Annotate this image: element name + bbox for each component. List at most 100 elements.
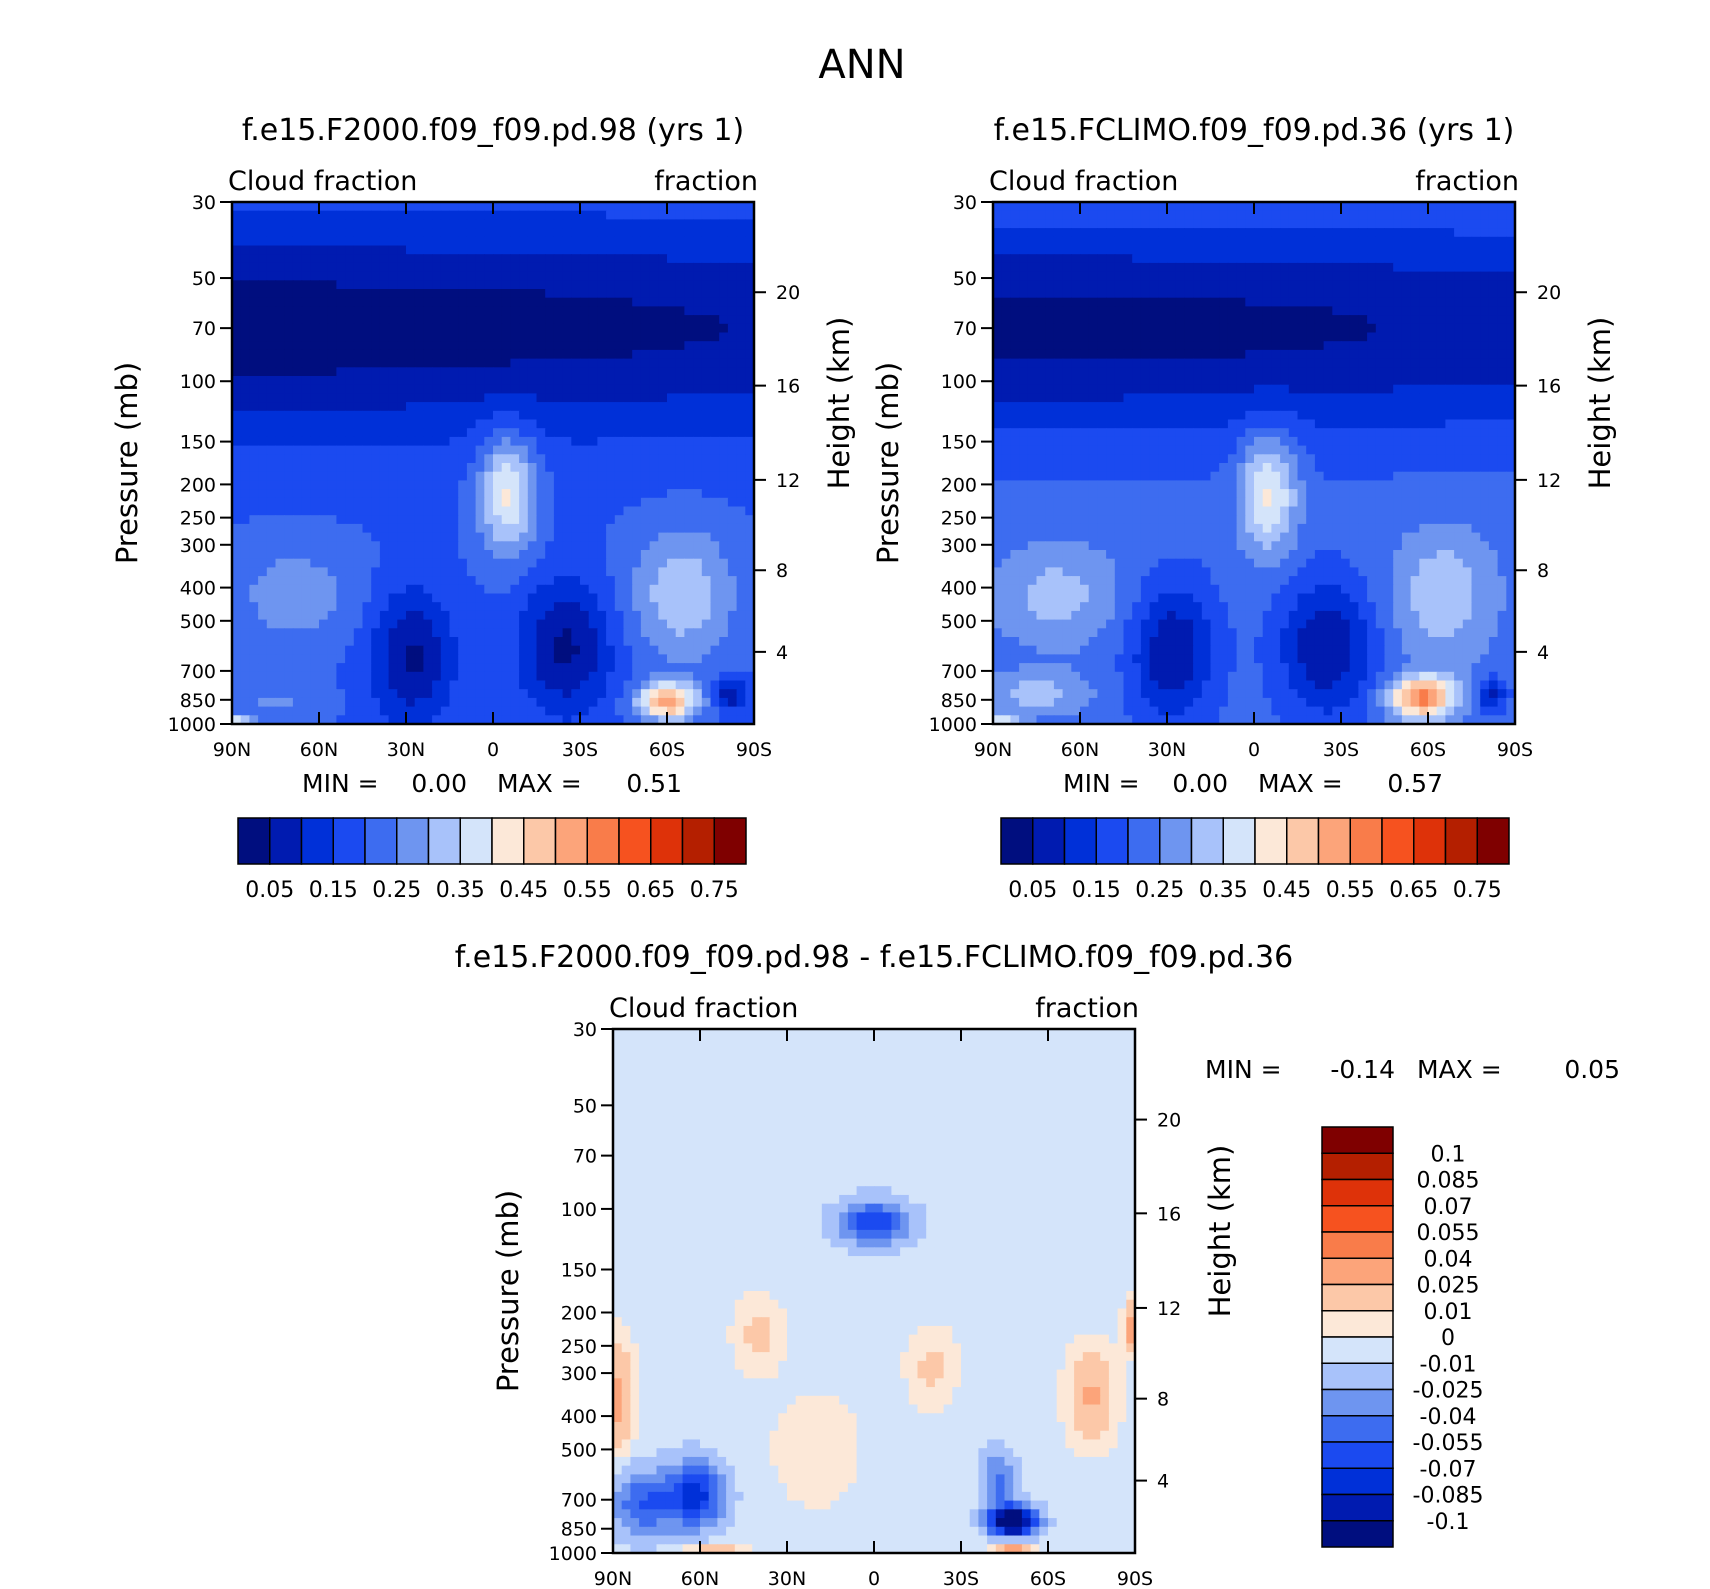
contour-cell [623,654,633,664]
contour-cell [1010,306,1020,316]
contour-cell [484,332,494,342]
contour-cell [1454,236,1464,247]
contour-cell [1010,384,1020,394]
contour-cell [475,593,485,603]
contour-cell [362,497,372,508]
contour-cell [719,219,729,229]
contour-cell [1497,228,1507,238]
contour-cell [379,393,390,403]
contour-cell [1027,315,1038,325]
contour-cell [249,289,259,299]
contour-cell [432,628,442,638]
contour-cell [1210,349,1220,360]
contour-cell [1375,341,1386,351]
contour-cell [397,697,407,708]
contour-cell [240,349,250,360]
contour-cell [258,393,268,403]
contour-cell [1140,280,1151,290]
contour-cell [745,567,755,577]
contour-cell [432,689,442,699]
contour-cell [336,428,346,438]
contour-cell [597,697,607,708]
contour-cell [345,550,355,560]
contour-cell [258,576,268,586]
contour-cell [284,550,294,560]
contour-cell [510,280,520,290]
contour-cell [266,262,277,273]
contour-cell [336,515,346,525]
contour-cell [588,419,598,429]
contour-cell [588,645,598,655]
contour-cell [414,436,424,447]
contour-cell [1106,297,1116,307]
contour-cell [266,671,277,682]
contour-cell [458,323,468,334]
contour-cell [588,323,598,334]
contour-cell [353,532,364,542]
contour-cell [458,645,468,655]
contour-cell [667,489,677,499]
contour-cell [379,550,390,560]
contour-cell [736,245,746,255]
contour-cell [545,637,555,647]
contour-cell [1349,376,1359,386]
contour-cell [1358,280,1368,290]
contour-cell [501,419,511,429]
contour-cell [614,280,625,290]
contour-cell [414,515,424,525]
contour-cell [240,602,250,612]
contour-cell [1175,289,1185,299]
contour-cell [406,393,416,403]
contour-cell [510,376,520,386]
contour-cell [449,645,459,655]
contour-cell [284,628,294,638]
contour-cell [1080,254,1090,264]
contour-cell [1419,228,1429,238]
contour-cell [458,602,468,612]
contour-cell [1419,210,1429,220]
contour-cell [545,289,555,299]
contour-cell [736,689,746,699]
contour-cell [736,706,746,716]
contour-cell [640,219,651,229]
contour-cell [449,558,459,568]
contour-cell [466,332,477,342]
contour-cell [1219,280,1229,290]
contour-cell [571,236,581,247]
contour-cell [275,254,285,264]
contour-cell [397,254,407,264]
contour-cell [1471,254,1481,264]
contour-cell [249,245,259,255]
contour-cell [232,332,242,342]
contour-cell [710,550,720,560]
contour-cell [371,593,381,603]
contour-cell [562,306,572,316]
contour-cell [371,558,381,568]
contour-cell [1297,219,1307,229]
contour-cell [484,663,494,673]
contour-cell [623,489,633,499]
contour-cell [684,280,694,290]
contour-cell [632,497,642,508]
contour-cell [1036,384,1046,394]
contour-cell [249,445,259,455]
contour-cell [527,228,538,238]
contour-cell [727,489,738,499]
contour-cell [336,663,346,673]
contour-cell [292,445,303,455]
contour-cell [397,358,407,368]
contour-cell [1332,332,1342,342]
contour-cell [301,349,311,360]
contour-cell [519,384,529,394]
contour-cell [493,497,503,508]
contour-cell [527,210,538,220]
contour-cell [423,271,433,281]
contour-cell [527,419,538,429]
contour-cell [745,689,755,699]
contour-cell [536,280,546,290]
contour-cell [449,497,459,508]
contour-cell [1036,280,1046,290]
contour-cell [292,236,303,247]
contour-cell [1375,358,1386,368]
contour-cell [614,567,625,577]
